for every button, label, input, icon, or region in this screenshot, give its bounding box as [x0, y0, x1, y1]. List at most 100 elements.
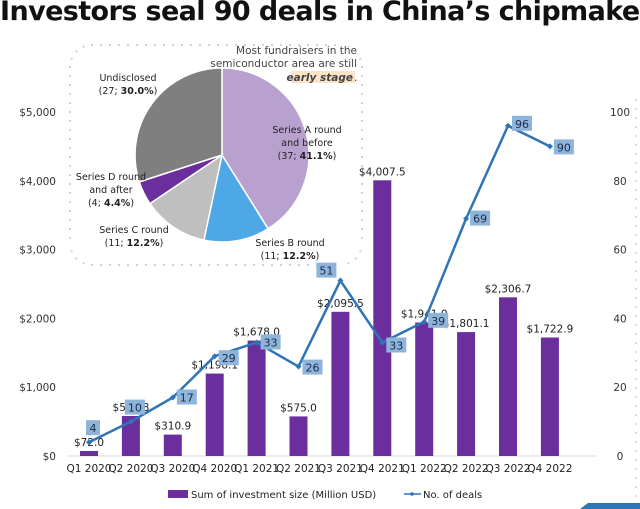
deals-label-box — [176, 389, 197, 405]
bar-value-label: $310.9 — [154, 421, 191, 433]
bar — [373, 180, 392, 457]
frame-dot — [635, 333, 637, 335]
x-tick-label: Q2 2021 — [276, 463, 321, 475]
frame-dot — [234, 43, 238, 47]
pie-label: Series C round — [99, 225, 168, 236]
frame-dot — [68, 155, 72, 159]
deals-marker — [379, 339, 386, 346]
frame-dot — [635, 423, 637, 425]
pie-label: Series A round — [272, 125, 341, 136]
frame-dot — [68, 119, 72, 123]
frame-dot — [360, 164, 364, 168]
pie-label: Series B round — [255, 238, 324, 249]
frame-dot — [359, 57, 362, 60]
frame-dot — [207, 43, 211, 47]
frame-dot — [68, 164, 72, 168]
pie-label: Series D round — [76, 172, 146, 183]
frame-dot — [297, 263, 301, 267]
frame-dot — [68, 209, 72, 213]
deals-value-label: 17 — [180, 392, 194, 405]
frame-dot — [162, 263, 166, 267]
frame-dot — [360, 119, 364, 123]
frame-dot — [354, 257, 357, 260]
frame-dot — [324, 43, 328, 47]
chart-title: Investors seal 90 deals in China’s chipm… — [0, 0, 640, 27]
pie-label: and before — [281, 138, 333, 149]
bar — [540, 337, 559, 456]
frame-dot — [68, 200, 72, 204]
frame-dot — [635, 378, 637, 380]
deals-label-box — [428, 312, 449, 328]
bar-value-label: $4,007.5 — [359, 166, 406, 178]
frame-dot — [68, 101, 72, 105]
frame-dot — [360, 173, 364, 177]
frame-dot — [635, 495, 637, 497]
frame-dot — [635, 117, 637, 119]
pie-slice — [203, 153, 270, 243]
bar-labels: $72.0$581.8$310.9$1,198.1$1,678.0$575.0$… — [74, 166, 573, 449]
frame-dot — [261, 43, 265, 47]
frame-dot — [68, 110, 72, 114]
deals-value-label: 10 — [128, 402, 142, 415]
y-right-tick-label: 0 — [617, 451, 624, 463]
deals-value-label: 26 — [306, 362, 320, 375]
frame-dot — [635, 108, 637, 110]
frame-dot — [635, 225, 637, 227]
y-left-tick-label: $0 — [43, 451, 56, 463]
frame-dot — [635, 288, 637, 290]
pie-label: Undisclosed — [99, 73, 156, 84]
deals-value-label: 33 — [264, 337, 278, 350]
frame-dot — [135, 43, 139, 47]
x-tick-label: Q4 2020 — [192, 463, 237, 475]
frame-dot — [68, 65, 72, 69]
frame-dot — [189, 263, 193, 267]
frame-dot — [70, 57, 73, 60]
frame-dot — [635, 198, 637, 200]
frame-dot — [635, 99, 637, 101]
note-line-1: Most fundraisers in the — [236, 45, 357, 57]
frame-dot — [153, 263, 157, 267]
frame-dot — [635, 135, 637, 137]
frame-dot — [354, 50, 357, 53]
frame-dot — [635, 297, 637, 299]
frame-dot — [306, 263, 310, 267]
frame-dot — [68, 182, 72, 186]
frame-dot — [90, 43, 94, 47]
x-tick-label: Q2 2020 — [108, 463, 153, 475]
bar — [289, 416, 308, 456]
frame-dot — [180, 43, 184, 47]
deals-label-box — [86, 420, 100, 436]
x-tick-label: Q3 2020 — [150, 463, 195, 475]
note-period: . — [354, 72, 357, 84]
deals-marker — [421, 318, 428, 325]
y-right-tick-label: 60 — [613, 245, 626, 257]
frame-dot — [635, 396, 637, 398]
frame-dot — [153, 43, 157, 47]
frame-dot — [144, 263, 148, 267]
frame-dot — [360, 227, 364, 231]
frame-dot — [360, 128, 364, 132]
frame-dot — [243, 263, 247, 267]
frame-dot — [126, 43, 130, 47]
frame-dot — [635, 144, 637, 146]
frame-dot — [68, 227, 72, 231]
frame-dot — [635, 315, 637, 317]
frame-dot — [635, 324, 637, 326]
deals-value-label: 29 — [222, 352, 236, 365]
frame-dot — [360, 92, 364, 96]
frame-dot — [207, 263, 211, 267]
frame-dot — [68, 236, 72, 240]
frame-dot — [135, 263, 139, 267]
y-left-tick-label: $2,000 — [19, 313, 56, 325]
frame-dot — [68, 191, 72, 195]
bar-value-label: $1,801.1 — [443, 318, 490, 330]
pie-labels: Series A round and before (37; 41.1%) Serie… — [76, 73, 342, 262]
x-tick-label: Q4 2022 — [527, 463, 572, 475]
corner-accent — [580, 503, 640, 509]
deals-label-box — [470, 210, 491, 226]
frame-dot — [261, 263, 265, 267]
frame-dot — [68, 92, 72, 96]
legend-line-label: No. of deals — [423, 490, 482, 501]
frame-dot — [90, 263, 94, 267]
frame-dot — [360, 74, 364, 78]
